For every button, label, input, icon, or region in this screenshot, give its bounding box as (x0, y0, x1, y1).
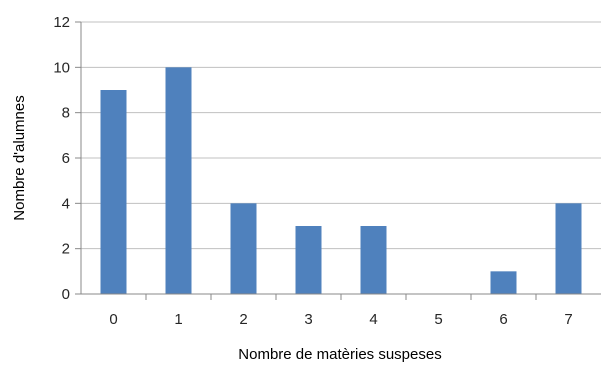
x-tick-label: 5 (434, 311, 442, 328)
x-tick-labels: 0 1 2 3 4 5 6 7 (109, 311, 572, 328)
y-tick-label: 12 (53, 14, 70, 31)
x-tick-label: 4 (369, 311, 377, 328)
x-tick-label: 1 (174, 311, 182, 328)
axes (75, 21, 601, 300)
x-tick-label: 3 (304, 311, 312, 328)
y-tick-label: 10 (53, 59, 70, 76)
y-tick-label: 8 (62, 105, 70, 122)
y-tick-label: 4 (62, 195, 70, 212)
x-tick-label: 2 (239, 311, 247, 328)
bar-1 (165, 67, 192, 294)
y-tick-label: 6 (62, 150, 70, 167)
x-tick-label: 7 (564, 311, 572, 328)
y-tick-labels: 0 2 4 6 8 10 12 (53, 14, 70, 303)
y-tick-label: 2 (62, 241, 70, 258)
bar-4 (360, 226, 387, 294)
bar-0 (100, 90, 127, 294)
x-tick-label: 6 (499, 311, 507, 328)
y-axis-title: Nombre d'alumnes (11, 95, 28, 220)
bar-2 (230, 203, 257, 294)
bar-3 (295, 226, 322, 294)
y-tick-label: 0 (62, 286, 70, 303)
x-tick-label: 0 (109, 311, 117, 328)
gridlines (81, 21, 601, 250)
bar-6 (490, 271, 517, 294)
x-axis-title: Nombre de matèries suspeses (238, 346, 441, 363)
bar-7 (555, 203, 582, 294)
bars (100, 67, 582, 294)
